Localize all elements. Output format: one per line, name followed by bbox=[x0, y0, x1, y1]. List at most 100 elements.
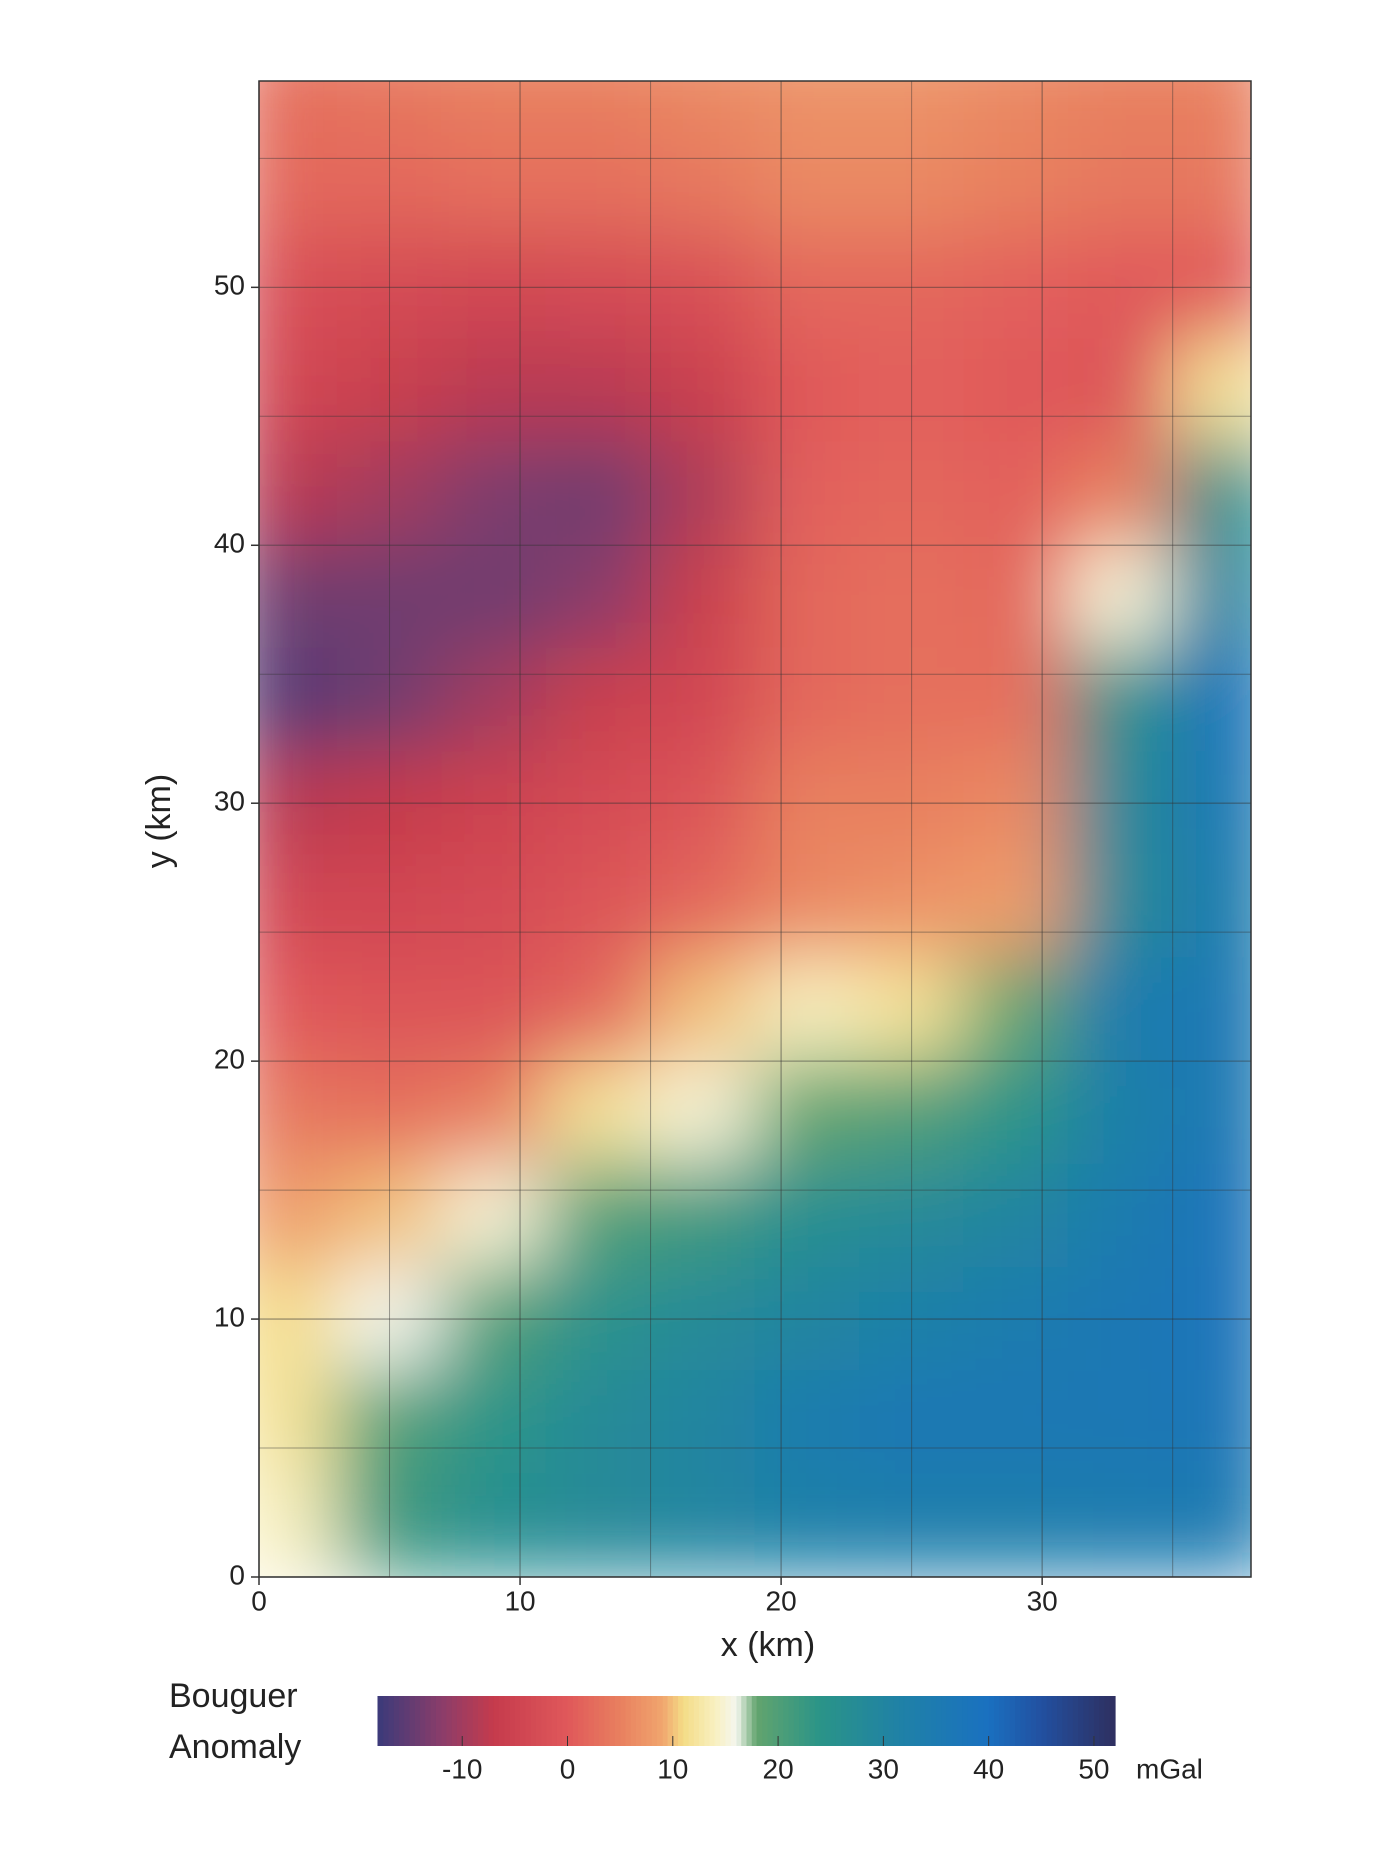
anomaly-cell bbox=[545, 441, 652, 546]
colorbar-segment bbox=[635, 1696, 642, 1746]
colorbar-segment bbox=[772, 1696, 779, 1746]
anomaly-cell bbox=[441, 957, 547, 1062]
colorbar-segment bbox=[767, 1696, 774, 1746]
anomaly-cell bbox=[963, 544, 1069, 649]
anomaly-cell bbox=[259, 1266, 338, 1372]
anomaly-cell bbox=[259, 647, 338, 753]
colorbar-segment bbox=[883, 1696, 890, 1746]
anomaly-cell bbox=[441, 235, 547, 340]
anomaly-cell bbox=[441, 544, 547, 649]
colorbar-segment bbox=[1109, 1696, 1116, 1746]
colorbar-segment bbox=[593, 1696, 600, 1746]
colorbar-segment bbox=[730, 1696, 737, 1746]
anomaly-cell bbox=[1172, 81, 1251, 134]
anomaly-cell bbox=[963, 647, 1069, 753]
anomaly-cell bbox=[336, 1163, 443, 1268]
colorbar-segment bbox=[1004, 1696, 1011, 1746]
colorbar-segment bbox=[520, 1696, 526, 1746]
colorbar-segment bbox=[909, 1696, 916, 1746]
colorbar-segment bbox=[404, 1696, 411, 1746]
anomaly-cell bbox=[336, 1473, 443, 1577]
anomaly-cell bbox=[545, 1163, 652, 1268]
colorbar-segment bbox=[967, 1696, 974, 1746]
anomaly-cell bbox=[754, 235, 860, 340]
colorbar-segment bbox=[930, 1696, 937, 1746]
colorbar-segment bbox=[425, 1696, 432, 1746]
colorbar-segment bbox=[872, 1696, 879, 1746]
anomaly-cell bbox=[336, 235, 443, 340]
colorbar-segment bbox=[793, 1696, 800, 1746]
anomaly-cell bbox=[963, 441, 1069, 546]
anomaly-cell bbox=[754, 544, 860, 649]
colorbar-segment bbox=[578, 1696, 584, 1746]
anomaly-cell bbox=[963, 1473, 1069, 1577]
colorbar-segment bbox=[978, 1696, 984, 1746]
colorbar-segment bbox=[830, 1696, 837, 1746]
anomaly-cell bbox=[754, 1060, 860, 1165]
anomaly-cell bbox=[650, 647, 756, 753]
anomaly-field bbox=[259, 81, 1251, 1577]
x-tick-label: 20 bbox=[766, 1585, 797, 1616]
anomaly-cell bbox=[545, 235, 652, 340]
anomaly-cell bbox=[1067, 81, 1174, 134]
anomaly-cell bbox=[858, 441, 965, 546]
colorbar-segment bbox=[725, 1696, 732, 1746]
colorbar-segment bbox=[693, 1696, 700, 1746]
colorbar-segment bbox=[683, 1696, 690, 1746]
colorbar-segment bbox=[1025, 1696, 1032, 1746]
colorbar-tick-label: 10 bbox=[657, 1753, 688, 1784]
anomaly-cell bbox=[650, 1163, 756, 1268]
colorbar-segment bbox=[630, 1696, 637, 1746]
anomaly-cell bbox=[545, 132, 652, 237]
colorbar-segment bbox=[657, 1696, 663, 1746]
colorbar-segment bbox=[541, 1696, 548, 1746]
colorbar-tick-label: -10 bbox=[442, 1753, 482, 1784]
anomaly-cell bbox=[441, 441, 547, 546]
colorbar-segment bbox=[1036, 1696, 1042, 1746]
anomaly-cell bbox=[1172, 1473, 1251, 1577]
anomaly-cell bbox=[1172, 1163, 1251, 1268]
anomaly-cell bbox=[545, 854, 652, 959]
colorbar-segment bbox=[1104, 1696, 1111, 1746]
colorbar-title: Anomaly bbox=[169, 1728, 301, 1766]
anomaly-cell bbox=[336, 81, 443, 134]
colorbar-segment bbox=[1057, 1696, 1063, 1746]
colorbar-tick-label: 50 bbox=[1078, 1753, 1109, 1784]
colorbar-segment bbox=[783, 1696, 790, 1746]
anomaly-cell bbox=[336, 957, 443, 1062]
anomaly-cell bbox=[441, 1060, 547, 1165]
colorbar-segment bbox=[504, 1696, 511, 1746]
anomaly-cell bbox=[754, 1473, 860, 1577]
colorbar-segment bbox=[530, 1696, 537, 1746]
colorbar-segment bbox=[788, 1696, 795, 1746]
colorbar-segment bbox=[588, 1696, 595, 1746]
anomaly-cell bbox=[1172, 1370, 1251, 1475]
anomaly-cell bbox=[545, 957, 652, 1062]
anomaly-cell bbox=[1172, 1060, 1251, 1165]
colorbar-segment bbox=[1088, 1696, 1095, 1746]
colorbar-segment bbox=[651, 1696, 658, 1746]
colorbar-segment bbox=[862, 1696, 869, 1746]
anomaly-cell bbox=[259, 1060, 338, 1165]
anomaly-cell bbox=[754, 647, 860, 753]
colorbar-segment bbox=[846, 1696, 853, 1746]
anomaly-cell bbox=[336, 647, 443, 753]
colorbar-segment bbox=[678, 1696, 684, 1746]
colorbar-segment bbox=[1072, 1696, 1079, 1746]
colorbar-segment bbox=[983, 1696, 990, 1746]
anomaly-cell bbox=[1172, 751, 1251, 856]
anomaly-cell bbox=[754, 81, 860, 134]
anomaly-cell bbox=[259, 338, 338, 443]
colorbar-segment bbox=[809, 1696, 816, 1746]
anomaly-cell bbox=[650, 132, 756, 237]
anomaly-cell bbox=[441, 854, 547, 959]
anomaly-cell bbox=[1172, 854, 1251, 959]
anomaly-cell bbox=[1067, 854, 1174, 959]
x-tick-label: 0 bbox=[251, 1585, 267, 1616]
colorbar-segment bbox=[514, 1696, 521, 1746]
anomaly-cell bbox=[858, 132, 965, 237]
anomaly-cell bbox=[1067, 1266, 1174, 1372]
anomaly-cell bbox=[441, 1266, 547, 1372]
colorbar-segment bbox=[888, 1696, 895, 1746]
